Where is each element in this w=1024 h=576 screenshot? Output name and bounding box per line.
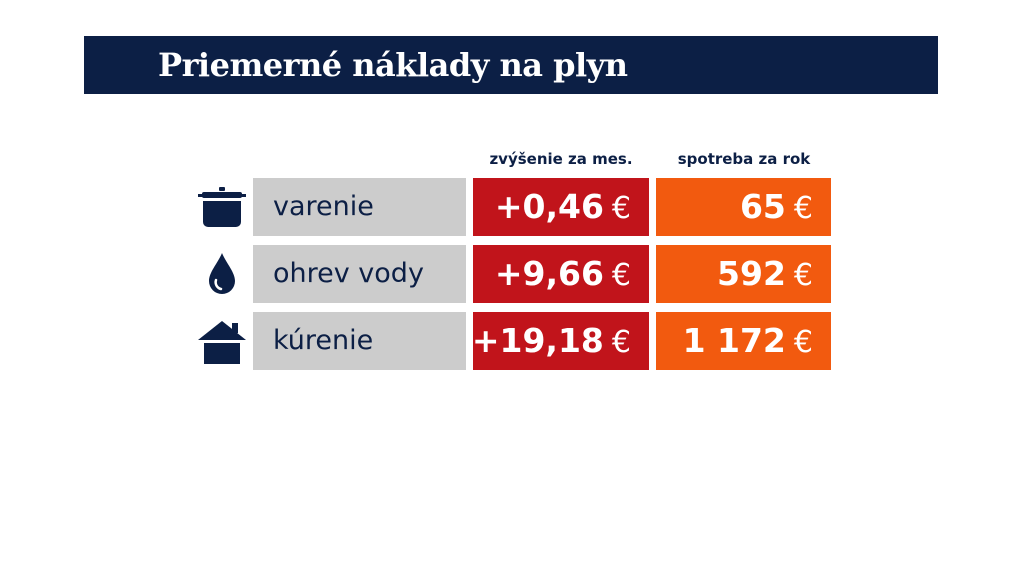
increase-cell: +0,46 € bbox=[473, 178, 649, 236]
increase-cell: +9,66 € bbox=[473, 245, 649, 303]
title-bar: Priemerné náklady na plyn bbox=[84, 36, 938, 94]
consumption-value: 592 € bbox=[717, 245, 813, 305]
title: Priemerné náklady na plyn bbox=[158, 46, 628, 84]
consumption-cell: 1 172 € bbox=[656, 312, 831, 370]
consumption-number: 592 bbox=[717, 254, 786, 293]
row-label: kúrenie bbox=[273, 325, 374, 356]
row-label-cell: ohrev vody bbox=[253, 245, 466, 303]
consumption-unit: € bbox=[793, 191, 813, 226]
increase-number: +19,18 bbox=[471, 321, 604, 360]
increase-value: +0,46 € bbox=[495, 178, 631, 238]
pot-icon bbox=[198, 187, 246, 227]
increase-number: +9,66 bbox=[494, 254, 604, 293]
consumption-unit: € bbox=[793, 258, 813, 293]
row-label: varenie bbox=[273, 191, 374, 222]
increase-value: +9,66 € bbox=[495, 245, 631, 305]
row-label-cell: varenie bbox=[253, 178, 466, 236]
increase-number: +0,46 bbox=[494, 187, 604, 226]
row-label-cell: kúrenie bbox=[253, 312, 466, 370]
consumption-number: 65 bbox=[739, 187, 786, 226]
increase-unit: € bbox=[611, 258, 631, 293]
drop-icon bbox=[209, 253, 235, 294]
increase-unit: € bbox=[611, 325, 631, 360]
consumption-cell: 65 € bbox=[656, 178, 831, 236]
row-label: ohrev vody bbox=[273, 258, 424, 289]
consumption-value: 65 € bbox=[740, 178, 813, 238]
house-icon bbox=[198, 321, 246, 364]
column-header: zvýšenie za mes. bbox=[489, 150, 633, 168]
increase-value: +19,18 € bbox=[472, 312, 631, 372]
consumption-number: 1 172 bbox=[682, 321, 786, 360]
increase-unit: € bbox=[611, 191, 631, 226]
increase-cell: +19,18 € bbox=[472, 312, 649, 372]
consumption-cell: 592 € bbox=[656, 245, 831, 303]
consumption-unit: € bbox=[793, 325, 813, 360]
consumption-value: 1 172 € bbox=[683, 312, 813, 372]
column-header: spotreba za rok bbox=[677, 150, 811, 168]
